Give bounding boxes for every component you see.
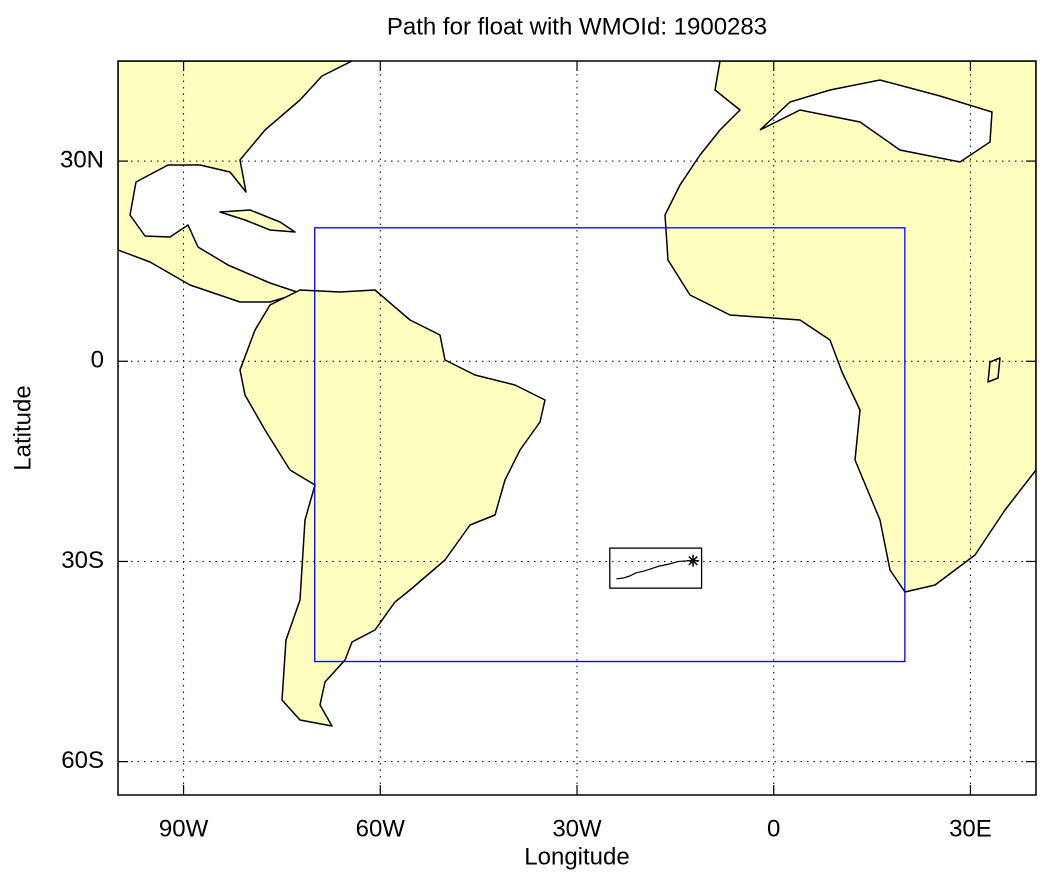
y-tick-label: 30N <box>60 146 104 173</box>
region-box <box>314 227 906 663</box>
x-tick-label: 30E <box>949 815 992 842</box>
float-path <box>616 560 694 580</box>
plot-frame <box>117 60 1037 796</box>
float-box <box>609 547 703 589</box>
land-layer <box>118 61 1036 727</box>
madagascar <box>987 357 1001 383</box>
x-tick-label: 0 <box>767 815 780 842</box>
x-axis-label: Longitude <box>524 843 629 870</box>
x-tick-label: 90W <box>159 815 209 842</box>
x-tick-label: 60W <box>356 815 406 842</box>
cuba <box>219 209 296 233</box>
x-tick-label: 30W <box>552 815 602 842</box>
south-america <box>239 289 546 727</box>
north-america <box>118 61 353 303</box>
float-start-marker <box>687 554 700 567</box>
mediterranean <box>759 79 993 163</box>
y-tick-label: 60S <box>61 747 104 774</box>
y-axis-label: Latitude <box>9 385 36 470</box>
africa-europe <box>664 61 1036 593</box>
y-tick-label: 0 <box>91 347 104 374</box>
map-title: Path for float with WMOId: 1900283 <box>387 13 767 40</box>
y-tick-label: 30S <box>61 547 104 574</box>
